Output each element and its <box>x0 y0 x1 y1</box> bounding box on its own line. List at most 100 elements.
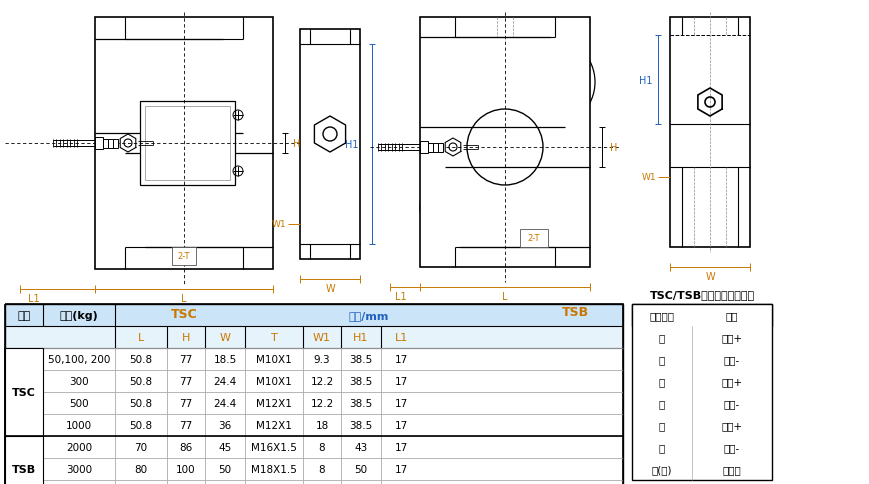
Bar <box>5 348 43 436</box>
Text: TSB: TSB <box>12 464 36 474</box>
Bar <box>5 326 623 348</box>
Text: W: W <box>220 333 230 342</box>
Text: 激勵-: 激勵- <box>724 354 740 364</box>
Bar <box>172 247 196 265</box>
Bar <box>632 304 772 480</box>
Text: 黃(長): 黃(長) <box>652 464 673 474</box>
Text: 86: 86 <box>179 442 193 452</box>
Text: H1: H1 <box>640 76 653 85</box>
Bar <box>5 348 43 436</box>
Text: M10X1: M10X1 <box>256 354 292 364</box>
Bar <box>632 304 772 326</box>
Text: 屏蔽線: 屏蔽線 <box>723 464 741 474</box>
Text: TSC: TSC <box>170 308 197 321</box>
Text: 9.3: 9.3 <box>314 354 330 364</box>
Bar <box>420 142 428 154</box>
Bar <box>300 30 360 259</box>
Text: 2000: 2000 <box>66 442 92 452</box>
Text: T: T <box>270 333 277 342</box>
Bar <box>95 18 273 270</box>
Text: 38.5: 38.5 <box>349 376 373 386</box>
Text: 80: 80 <box>135 464 148 474</box>
Text: 藍: 藍 <box>659 398 665 408</box>
Text: 8: 8 <box>319 442 325 452</box>
Bar <box>428 144 433 152</box>
Text: 信號+: 信號+ <box>721 420 743 430</box>
Text: 17: 17 <box>395 354 408 364</box>
Text: 77: 77 <box>179 376 193 386</box>
Text: 500: 500 <box>70 398 89 408</box>
Text: 36: 36 <box>218 420 232 430</box>
Text: 17: 17 <box>395 398 408 408</box>
Text: M12X1: M12X1 <box>256 398 292 408</box>
Text: 黃: 黃 <box>659 376 665 386</box>
Bar <box>670 18 750 247</box>
Text: 77: 77 <box>179 420 193 430</box>
Text: 38.5: 38.5 <box>349 354 373 364</box>
Text: 17: 17 <box>395 376 408 386</box>
Text: L: L <box>182 293 187 303</box>
Text: 300: 300 <box>70 376 89 386</box>
Text: 24.4: 24.4 <box>214 376 236 386</box>
Text: 反饋-: 反饋- <box>724 398 740 408</box>
Text: 50: 50 <box>355 464 368 474</box>
Text: H: H <box>293 139 301 149</box>
Text: 3000: 3000 <box>66 464 92 474</box>
Text: 77: 77 <box>179 354 193 364</box>
Text: 77: 77 <box>179 398 193 408</box>
Text: 50.8: 50.8 <box>129 376 153 386</box>
Text: 12.2: 12.2 <box>310 376 334 386</box>
Text: 反饋+: 反饋+ <box>721 376 743 386</box>
Text: 50,100, 200: 50,100, 200 <box>48 354 110 364</box>
Text: TSC/TSB傳感器電纜線色標: TSC/TSB傳感器電纜線色標 <box>649 289 754 300</box>
Text: M12X1: M12X1 <box>256 420 292 430</box>
Text: M18X1.5: M18X1.5 <box>251 464 297 474</box>
Bar <box>520 229 548 247</box>
Text: W: W <box>325 284 335 293</box>
Text: W: W <box>705 272 715 281</box>
Text: 1000: 1000 <box>66 420 92 430</box>
Text: 定義: 定義 <box>726 310 739 320</box>
Bar <box>145 107 230 181</box>
Text: H: H <box>610 143 617 152</box>
Text: 白: 白 <box>659 420 665 430</box>
Text: 38.5: 38.5 <box>349 398 373 408</box>
Text: 18: 18 <box>315 420 328 430</box>
Text: TSB: TSB <box>561 306 588 319</box>
Text: TSC: TSC <box>12 387 36 397</box>
Bar <box>95 138 103 150</box>
Text: 信號-: 信號- <box>724 442 740 452</box>
Text: L: L <box>138 333 144 342</box>
Text: L: L <box>502 291 507 302</box>
Text: 電纜顏色: 電纜顏色 <box>649 310 674 320</box>
Text: 38.5: 38.5 <box>349 420 373 430</box>
Text: 2-T: 2-T <box>527 234 541 243</box>
Bar <box>140 102 235 186</box>
Text: 容量(kg): 容量(kg) <box>60 310 98 320</box>
Text: W1: W1 <box>271 220 286 229</box>
Text: M10X1: M10X1 <box>256 376 292 386</box>
Text: H: H <box>182 333 190 342</box>
Text: 100: 100 <box>176 464 196 474</box>
Text: 8: 8 <box>319 464 325 474</box>
Text: 2-T: 2-T <box>178 252 190 261</box>
Text: 50.8: 50.8 <box>129 398 153 408</box>
Text: M16X1.5: M16X1.5 <box>251 442 297 452</box>
Text: 黑: 黑 <box>659 354 665 364</box>
Text: W1: W1 <box>313 333 331 342</box>
Text: 17: 17 <box>395 420 408 430</box>
Bar <box>5 304 623 484</box>
Text: 尺寸/mm: 尺寸/mm <box>348 310 389 320</box>
Bar <box>5 304 623 326</box>
Text: 紅: 紅 <box>659 442 665 452</box>
Text: 型號: 型號 <box>17 310 30 320</box>
Text: 18.5: 18.5 <box>214 354 236 364</box>
Text: L1: L1 <box>28 293 40 303</box>
Text: H1: H1 <box>354 333 368 342</box>
Text: 45: 45 <box>218 442 232 452</box>
Text: 70: 70 <box>135 442 148 452</box>
Text: 激勵+: 激勵+ <box>721 333 743 342</box>
Bar <box>5 436 43 484</box>
Text: W1: W1 <box>641 173 656 182</box>
Text: 50: 50 <box>218 464 231 474</box>
